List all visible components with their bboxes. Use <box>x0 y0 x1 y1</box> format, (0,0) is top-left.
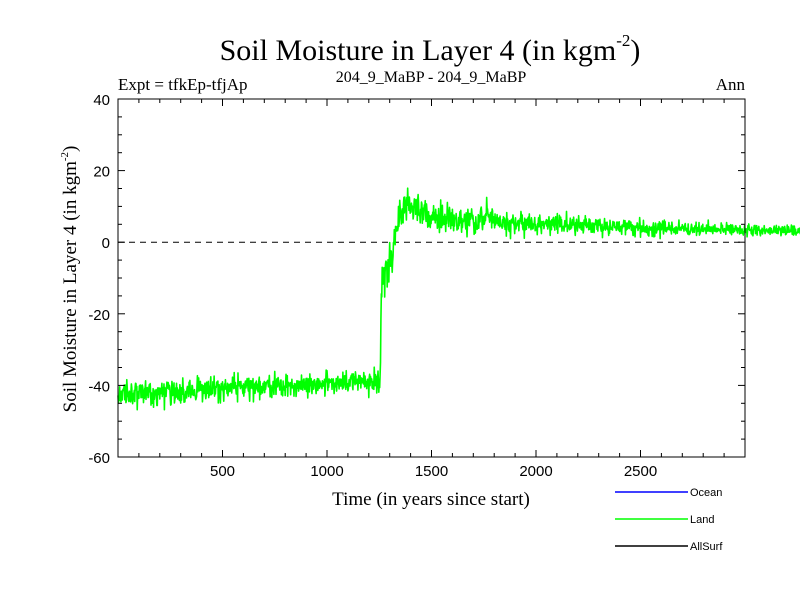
series-layer <box>117 187 800 411</box>
legend-ocean-label: Ocean <box>690 487 722 499</box>
y-axis-label-superscript: -2 <box>59 152 71 161</box>
tick-layer: -60 -40 -20 0 20 40 500 1000 1500 2000 2500 <box>88 92 745 480</box>
subtitle-left: Expt = tfkEp-tfjAp <box>118 75 248 94</box>
x-tick-label: 1500 <box>415 463 448 480</box>
series-land-line <box>117 187 800 411</box>
y-tick-label: 20 <box>93 164 110 181</box>
legend: Ocean Land AllSurf <box>615 487 723 553</box>
plot-frame <box>117 98 746 458</box>
legend-allsurf-label: AllSurf <box>690 541 723 553</box>
y-tick-label: 40 <box>93 92 110 109</box>
x-tick-label: 1000 <box>310 463 343 480</box>
subtitle-center: 204_9_MaBP - 204_9_MaBP <box>336 69 527 86</box>
y-tick-label: 0 <box>102 235 110 252</box>
chart-title-main: Soil Moisture in Layer 4 (in kgm <box>220 34 617 67</box>
y-tick-label: -60 <box>88 450 110 467</box>
x-tick-label: 2500 <box>624 463 657 480</box>
y-axis-label: Soil Moisture in Layer 4 (in kgm-2) <box>59 146 81 413</box>
y-tick-label: -40 <box>88 378 110 395</box>
chart-title-superscript: -2 <box>616 31 630 50</box>
chart-title: Soil Moisture in Layer 4 (in kgm-2) <box>220 31 641 67</box>
subtitle-right: Ann <box>716 75 746 94</box>
legend-land-label: Land <box>690 514 714 526</box>
y-axis-label-suffix: ) <box>60 146 81 152</box>
chart-title-suffix: ) <box>630 34 640 67</box>
x-axis-label: Time (in years since start) <box>332 489 530 510</box>
y-axis-label-main: Soil Moisture in Layer 4 (in kgm <box>60 161 81 412</box>
x-tick-label: 2000 <box>519 463 552 480</box>
x-tick-label: 500 <box>210 463 235 480</box>
y-tick-label: -20 <box>88 307 110 324</box>
